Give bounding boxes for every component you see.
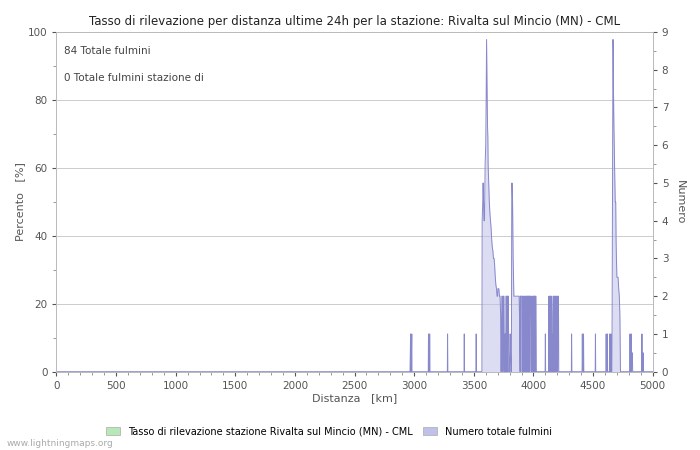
Text: 84 Totale fulmini: 84 Totale fulmini	[64, 45, 150, 55]
Y-axis label: Numero: Numero	[675, 180, 685, 224]
Legend: Tasso di rilevazione stazione Rivalta sul Mincio (MN) - CML, Numero totale fulmi: Tasso di rilevazione stazione Rivalta su…	[102, 423, 556, 441]
Y-axis label: Percento   [%]: Percento [%]	[15, 162, 25, 241]
Title: Tasso di rilevazione per distanza ultime 24h per la stazione: Rivalta sul Mincio: Tasso di rilevazione per distanza ultime…	[89, 15, 620, 28]
Text: 0 Totale fulmini stazione di: 0 Totale fulmini stazione di	[64, 73, 204, 83]
X-axis label: Distanza   [km]: Distanza [km]	[312, 393, 397, 404]
Text: www.lightningmaps.org: www.lightningmaps.org	[7, 439, 113, 448]
